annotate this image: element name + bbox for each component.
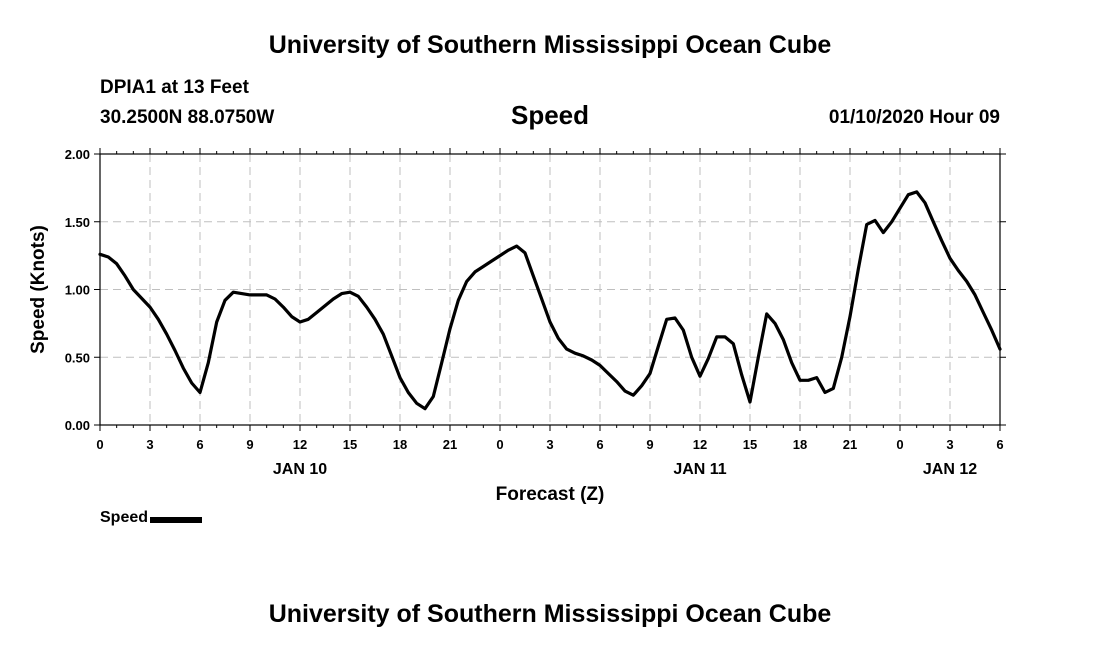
- x-axis-label: Forecast (Z): [496, 484, 605, 505]
- chart-title: University of Southern Mississippi Ocean…: [268, 31, 832, 59]
- x-tick-label: 0: [896, 437, 903, 452]
- x-tick-label: 18: [393, 437, 407, 452]
- x-tick-label: 6: [996, 437, 1003, 452]
- legend: Speed: [100, 509, 203, 527]
- y-tick-label: 0.00: [65, 418, 90, 433]
- x-tick-label: 12: [693, 437, 707, 452]
- x-tick-label: 6: [596, 437, 603, 452]
- date-label: JAN 11: [673, 461, 726, 478]
- x-tick-label: 18: [793, 437, 807, 452]
- variable-label: Speed: [510, 100, 590, 130]
- x-tick-label: 0: [96, 437, 103, 452]
- y-tick-label: 1.00: [65, 283, 90, 298]
- station-label: DPIA1 at 13 Feet: [100, 77, 249, 98]
- legend-swatch: [150, 517, 203, 523]
- x-tick-label: 9: [246, 437, 253, 452]
- y-tick-label: 1.50: [65, 215, 90, 230]
- x-tick-label: 0: [496, 437, 503, 452]
- timestamp-label: 01/10/2020 Hour 09: [828, 107, 1000, 128]
- location-label: 30.2500N 88.0750W: [100, 107, 275, 128]
- x-tick-label: 15: [343, 437, 357, 452]
- legend-label: Speed: [100, 509, 149, 526]
- x-tick-label: 21: [843, 437, 857, 452]
- series-line-speed: [98, 190, 1002, 411]
- y-axis-label: Speed (Knots): [28, 225, 49, 354]
- y-tick-label: 0.50: [65, 350, 90, 365]
- x-tick-label: 21: [443, 437, 457, 452]
- plot-frame: [99, 153, 1001, 426]
- x-tick-label: 6: [196, 437, 203, 452]
- x-tick-label: 3: [146, 437, 153, 452]
- x-tick-label: 15: [743, 437, 757, 452]
- y-tick-label: 2.00: [65, 147, 90, 162]
- date-label: JAN 12: [923, 461, 977, 478]
- x-tick-label: 12: [293, 437, 307, 452]
- x-tick-label: 3: [546, 437, 553, 452]
- date-label: JAN 10: [273, 461, 327, 478]
- x-tick-label: 9: [646, 437, 653, 452]
- x-tick-label: 3: [946, 437, 953, 452]
- footer-title: University of Southern Mississippi Ocean…: [268, 600, 832, 628]
